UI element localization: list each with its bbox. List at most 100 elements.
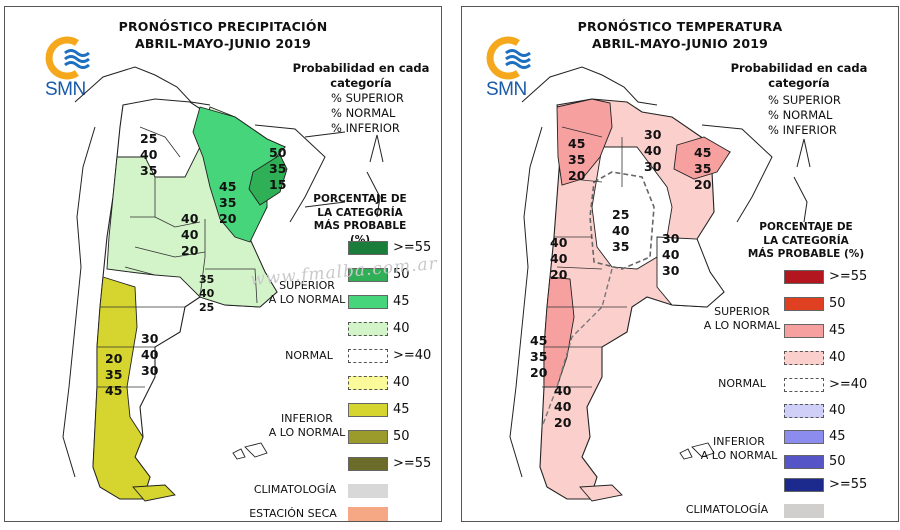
temperature-title-line1: PRONÓSTICO TEMPERATURA xyxy=(577,19,783,34)
svg-text:20: 20 xyxy=(105,351,123,366)
legend-swatch xyxy=(784,351,824,365)
percentage-title-line2: LA CATEGORÍA xyxy=(317,206,403,219)
legend-group-inferior: INFERIOR A LO NORMAL xyxy=(696,435,782,463)
probability-items: % SUPERIOR % NORMAL % INFERIOR xyxy=(768,93,841,138)
precipitation-map-label: 35 40 25 xyxy=(199,273,215,314)
smn-logo-text: SMN xyxy=(486,79,527,100)
legend-swatch-climatologia xyxy=(784,504,824,518)
precipitation-title: PRONÓSTICO PRECIPITACIÓN ABRIL-MAYO-JUNI… xyxy=(5,18,441,52)
legend-swatch xyxy=(784,297,824,311)
svg-text:15: 15 xyxy=(269,177,286,192)
svg-text:35: 35 xyxy=(612,239,629,254)
temperature-map-label: 30 40 30 xyxy=(644,127,662,174)
svg-text:40: 40 xyxy=(662,247,680,262)
svg-text:45: 45 xyxy=(219,179,236,194)
legend-label: 50 xyxy=(393,267,410,282)
legend-swatch-estacion-seca xyxy=(348,507,388,521)
smn-logo-icon xyxy=(486,36,531,80)
probability-title-line2: categoría xyxy=(768,76,830,90)
svg-text:25: 25 xyxy=(612,207,629,222)
legend-label: >=40 xyxy=(393,348,432,363)
temperature-map-label: 30 40 30 xyxy=(662,231,680,278)
probability-title: Probabilidad en cada categoría xyxy=(291,61,431,91)
svg-text:20: 20 xyxy=(550,267,568,282)
legend-group-estacion-seca: ESTACIÓN SECA xyxy=(249,507,337,520)
svg-text:35: 35 xyxy=(530,349,547,364)
temperature-title-line2: ABRIL-MAYO-JUNIO 2019 xyxy=(591,36,769,51)
svg-text:35: 35 xyxy=(568,152,585,167)
legend-label: >=55 xyxy=(829,477,868,492)
svg-text:35: 35 xyxy=(269,161,286,176)
precipitation-map-label: 25 40 35 xyxy=(140,131,158,178)
legend-swatch xyxy=(784,324,824,338)
percentage-title: PORCENTAJE DE LA CATEGORÍA MÁS PROBABLE … xyxy=(746,221,866,262)
legend-group-superior-line1: SUPERIOR xyxy=(279,279,335,292)
legend-swatch xyxy=(348,349,388,363)
legend-swatch xyxy=(784,455,824,469)
legend-label: 45 xyxy=(393,294,410,309)
svg-text:40: 40 xyxy=(550,235,568,250)
percentage-title-line1: PORCENTAJE DE xyxy=(759,221,853,233)
svg-text:40: 40 xyxy=(554,399,572,414)
svg-text:20: 20 xyxy=(568,168,586,183)
legend-group-inferior-line2: A LO NORMAL xyxy=(268,426,346,439)
percentage-title-line3: MÁS PROBABLE (%) xyxy=(747,248,865,260)
temperature-map-label: 45 35 20 xyxy=(530,333,548,380)
svg-text:30: 30 xyxy=(662,263,680,278)
svg-text:40: 40 xyxy=(199,287,215,300)
probability-items: % SUPERIOR % NORMAL % INFERIOR xyxy=(331,91,404,136)
legend-label: 50 xyxy=(393,429,410,444)
svg-text:30: 30 xyxy=(141,363,159,378)
svg-text:20: 20 xyxy=(530,365,548,380)
probability-item-normal: % NORMAL xyxy=(331,106,396,120)
legend-group-inferior-line1: INFERIOR xyxy=(713,435,765,448)
percentage-title-line2: LA CATEGORÍA xyxy=(763,234,849,247)
precipitation-map: 25 40 35 50 35 15 45 35 20 40 40 20 35 4… xyxy=(62,66,384,502)
svg-text:35: 35 xyxy=(199,273,214,286)
temperature-title: PRONÓSTICO TEMPERATURA ABRIL-MAYO-JUNIO … xyxy=(462,18,898,52)
svg-text:35: 35 xyxy=(694,161,711,176)
legend-group-normal: NORMAL xyxy=(285,349,333,362)
smn-logo: SMN xyxy=(484,35,540,103)
legend-group-inferior: INFERIOR A LO NORMAL xyxy=(267,412,347,440)
precipitation-forecast-panel: PRONÓSTICO PRECIPITACIÓN ABRIL-MAYO-JUNI… xyxy=(4,6,442,522)
legend-swatch xyxy=(348,376,388,390)
svg-text:40: 40 xyxy=(612,223,630,238)
precipitation-map-label: 20 35 45 xyxy=(105,351,123,398)
smn-logo-text: SMN xyxy=(45,79,86,100)
legend-swatch xyxy=(348,295,388,309)
legend-group-superior-line2: A LO NORMAL xyxy=(268,293,346,306)
temperature-map-label: 25 40 35 xyxy=(612,207,630,254)
legend-swatch-climatologia xyxy=(348,484,388,498)
precipitation-map-label: 30 40 30 xyxy=(141,331,159,378)
svg-text:25: 25 xyxy=(199,301,214,314)
legend-group-superior-line1: SUPERIOR xyxy=(714,305,770,318)
probability-title-line2: categoría xyxy=(330,76,392,90)
precipitation-map-label: 40 40 20 xyxy=(181,211,199,258)
legend-group-climatologia: CLIMATOLOGÍA xyxy=(685,503,769,516)
svg-text:45: 45 xyxy=(694,145,711,160)
svg-text:20: 20 xyxy=(181,243,199,258)
legend-group-superior: SUPERIOR A LO NORMAL xyxy=(267,279,347,307)
legend-swatch xyxy=(784,378,824,392)
probability-item-inferior: % INFERIOR xyxy=(331,121,400,135)
svg-text:45: 45 xyxy=(105,383,122,398)
svg-text:40: 40 xyxy=(140,147,158,162)
precipitation-map-label: 45 35 20 xyxy=(219,179,237,226)
legend-group-superior-line2: A LO NORMAL xyxy=(703,319,781,332)
svg-text:35: 35 xyxy=(105,367,122,382)
legend-label: 45 xyxy=(393,402,410,417)
legend-swatch xyxy=(348,430,388,444)
legend-label: 45 xyxy=(829,323,846,338)
svg-text:40: 40 xyxy=(554,383,572,398)
legend-group-inferior-line2: A LO NORMAL xyxy=(700,449,778,462)
legend-swatch xyxy=(348,457,388,471)
legend-swatch xyxy=(348,403,388,417)
svg-text:45: 45 xyxy=(568,136,585,151)
legend-label: >=55 xyxy=(393,240,432,255)
legend-label: 50 xyxy=(829,296,846,311)
svg-text:35: 35 xyxy=(219,195,236,210)
probability-title-line1: Probabilidad en cada xyxy=(730,61,868,75)
smn-logo: SMN xyxy=(43,35,99,103)
legend-swatch xyxy=(348,322,388,336)
